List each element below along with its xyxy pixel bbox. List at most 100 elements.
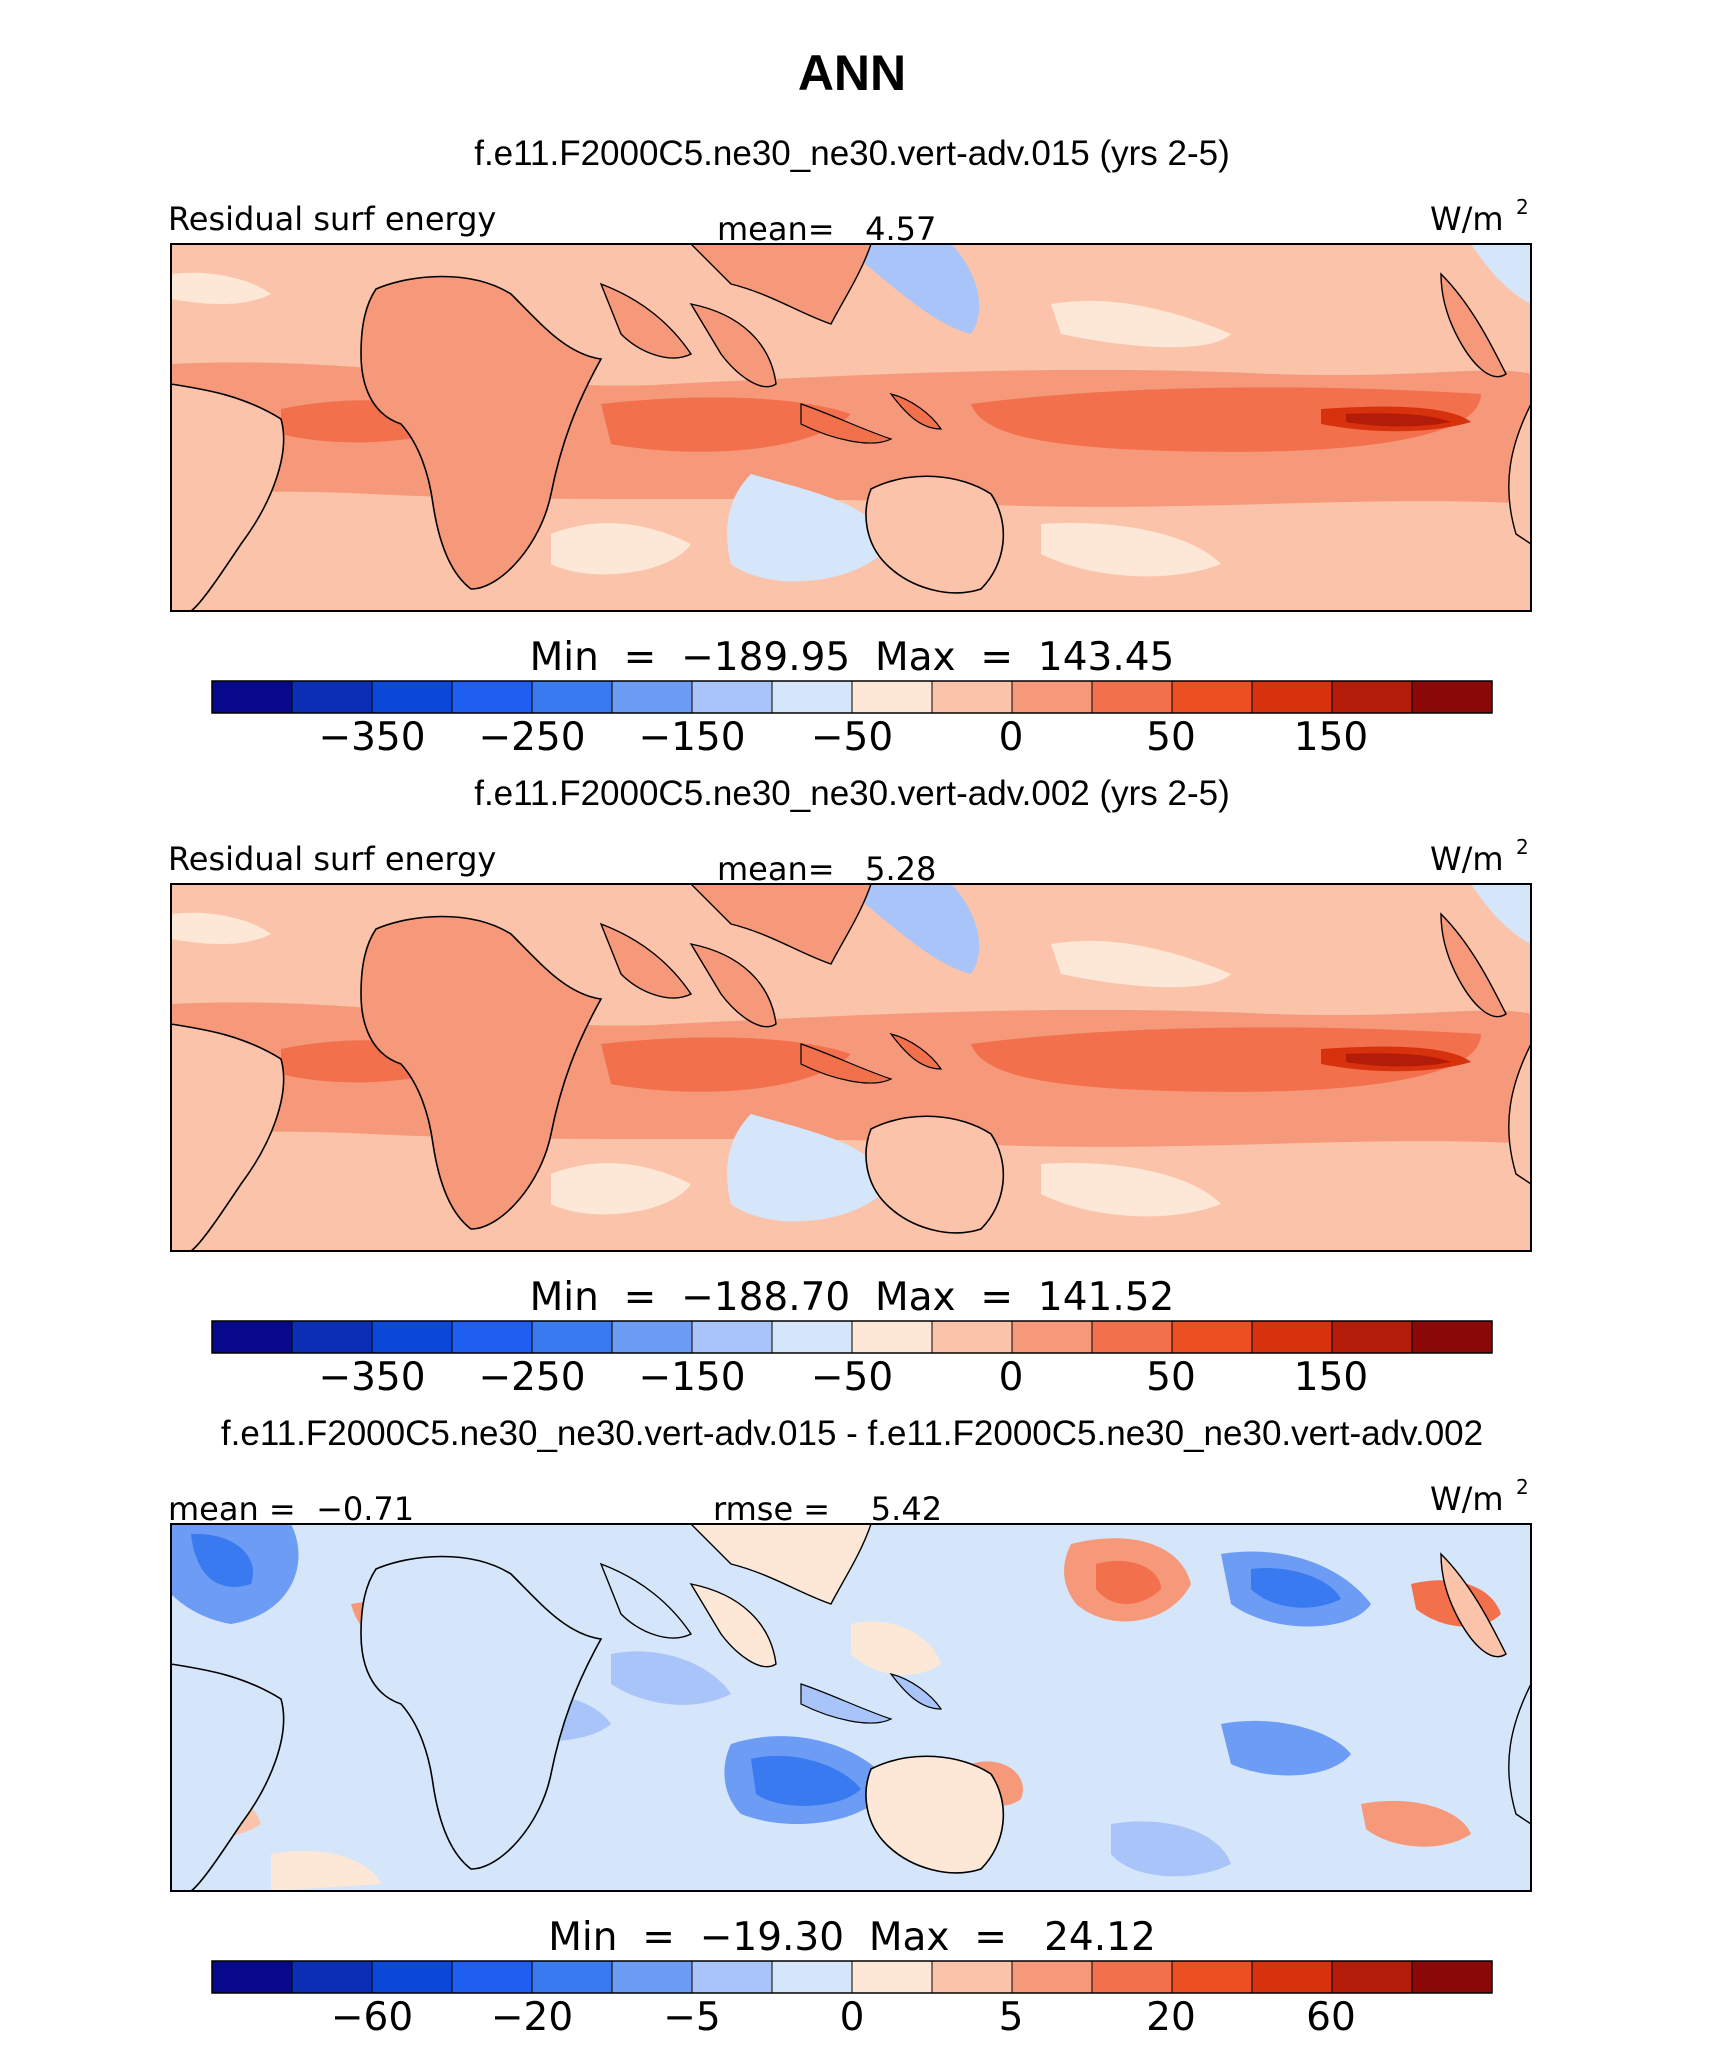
colorbar-swatch (1332, 1961, 1413, 1993)
colorbar-frame (211, 680, 1493, 714)
colorbar-swatch (692, 1321, 773, 1353)
colorbar-swatch (852, 681, 933, 713)
colorbar-swatch (1412, 1321, 1493, 1353)
panel-1-tick: −250 (478, 715, 585, 760)
colorbar-swatch (932, 1321, 1013, 1353)
panel-2-colorbar (211, 1320, 1493, 1354)
panel-2-tick: −350 (318, 1355, 425, 1400)
panel-1-subtitle: f.e11.F2000C5.ne30_ne30.vert-adv.015 (yr… (474, 134, 1230, 173)
panel-2-units: W/m 2 (1430, 835, 1529, 878)
colorbar-swatch (1252, 681, 1333, 713)
colorbar-swatch (1252, 1321, 1333, 1353)
panel-3-mean-label: mean = −0.71 (168, 1490, 414, 1528)
panel-3: f.e11.F2000C5.ne30_ne30.vert-adv.015 - f… (168, 1414, 1532, 2040)
colorbar-swatch (1012, 681, 1093, 713)
colorbar-frame (211, 1320, 1493, 1354)
panel-1-variable-label: Residual surf energy (168, 200, 496, 238)
colorbar-swatch (772, 1961, 853, 1993)
colorbar-swatch (1092, 1961, 1173, 1993)
colorbar-swatch (452, 1961, 533, 1993)
panel-2-variable-label: Residual surf energy (168, 840, 496, 878)
panel-3-colorbar-ticks: −60 −20 −5 0 5 20 60 (331, 1995, 1356, 2040)
colorbar-swatch (932, 681, 1013, 713)
panel-2-tick: 150 (1294, 1355, 1368, 1400)
colorbar-swatch (1252, 1961, 1333, 1993)
colorbar-swatch (612, 1321, 693, 1353)
panel-1-units: W/m 2 (1430, 195, 1529, 238)
panel-1-units-base: W/m (1430, 200, 1504, 238)
panel-2-units-sup: 2 (1516, 835, 1529, 859)
colorbar-swatch (1412, 681, 1493, 713)
panel-1: f.e11.F2000C5.ne30_ne30.vert-adv.015 (yr… (168, 134, 1532, 760)
colorbar-swatch (212, 1961, 293, 1993)
panel-3-tick: 5 (999, 1995, 1024, 2040)
colorbar-swatch (1012, 1961, 1093, 1993)
colorbar-swatch (692, 1961, 773, 1993)
panel-1-colorbar-ticks: −350 −250 −150 −50 0 50 150 (318, 715, 1368, 760)
panel-3-tick: −5 (663, 1995, 721, 2040)
colorbar-swatch (852, 1961, 933, 1993)
panel-1-tick: −150 (638, 715, 745, 760)
colorbar-swatch (1172, 1961, 1253, 1993)
panel-1-minmax: Min = −189.95 Max = 143.45 (530, 635, 1175, 680)
panel-1-map (171, 244, 1531, 611)
colorbar-swatch (532, 1321, 613, 1353)
colorbar-swatch (212, 1321, 293, 1353)
colorbar-frame (211, 1960, 1493, 1994)
panel-2-subtitle: f.e11.F2000C5.ne30_ne30.vert-adv.002 (yr… (474, 774, 1230, 813)
panel-1-tick: −350 (318, 715, 425, 760)
colorbar-swatch (1332, 1321, 1413, 1353)
colorbar-swatch (612, 1961, 693, 1993)
colorbar-swatch (692, 681, 773, 713)
panel-2-tick: −150 (638, 1355, 745, 1400)
panel-3-tick: 20 (1146, 1995, 1196, 2040)
panel-3-tick: 0 (840, 1995, 865, 2040)
panel-1-colorbar (211, 680, 1493, 714)
colorbar-swatch (372, 681, 453, 713)
colorbar-swatch (372, 1961, 453, 1993)
panel-3-tick: 60 (1306, 1995, 1356, 2040)
figure-title: ANN (798, 45, 906, 101)
panel-3-tick: −20 (491, 1995, 573, 2040)
panel-3-units-base: W/m (1430, 1480, 1504, 1518)
panel-2-map (171, 884, 1531, 1251)
panel-1-mean-label: mean= 4.57 (717, 210, 936, 248)
panel-2-minmax: Min = −188.70 Max = 141.52 (530, 1275, 1175, 1320)
panel-2-tick: 0 (999, 1355, 1024, 1400)
panel-3-tick: −60 (331, 1995, 413, 2040)
panel-2-mean-label: mean= 5.28 (717, 850, 936, 888)
panel-2-units-base: W/m (1430, 840, 1504, 878)
panel-2-map-frame (170, 883, 1532, 1252)
colorbar-swatch (532, 681, 613, 713)
colorbar-swatch (1012, 1321, 1093, 1353)
colorbar-swatch (452, 1321, 533, 1353)
panel-1-tick: 0 (999, 715, 1024, 760)
panel-1-tick: 50 (1146, 715, 1196, 760)
colorbar-swatch (612, 681, 693, 713)
colorbar-swatch (292, 1321, 373, 1353)
colorbar-swatch (1092, 681, 1173, 713)
panel-3-subtitle: f.e11.F2000C5.ne30_ne30.vert-adv.015 - f… (221, 1414, 1483, 1453)
panel-2-tick: −50 (811, 1355, 893, 1400)
panel-1-units-sup: 2 (1516, 195, 1529, 219)
colorbar-swatch (452, 681, 533, 713)
colorbar-swatch (372, 1321, 453, 1353)
panel-3-map-frame (170, 1523, 1532, 1892)
panel-2-tick: −250 (478, 1355, 585, 1400)
panel-2-tick: 50 (1146, 1355, 1196, 1400)
colorbar-swatch (852, 1321, 933, 1353)
colorbar-swatch (532, 1961, 613, 1993)
panel-2-colorbar-ticks: −350 −250 −150 −50 0 50 150 (318, 1355, 1368, 1400)
panel-1-map-frame (170, 243, 1532, 612)
colorbar-swatch (1332, 681, 1413, 713)
panel-3-map (171, 1524, 1531, 1891)
panel-3-colorbar (211, 1960, 1493, 1994)
colorbar-swatch (772, 681, 853, 713)
colorbar-swatch (292, 1961, 373, 1993)
colorbar-swatch (212, 681, 293, 713)
panel-3-units-sup: 2 (1516, 1475, 1529, 1499)
colorbar-swatch (932, 1961, 1013, 1993)
colorbar-swatch (1092, 1321, 1173, 1353)
colorbar-swatch (1172, 681, 1253, 713)
